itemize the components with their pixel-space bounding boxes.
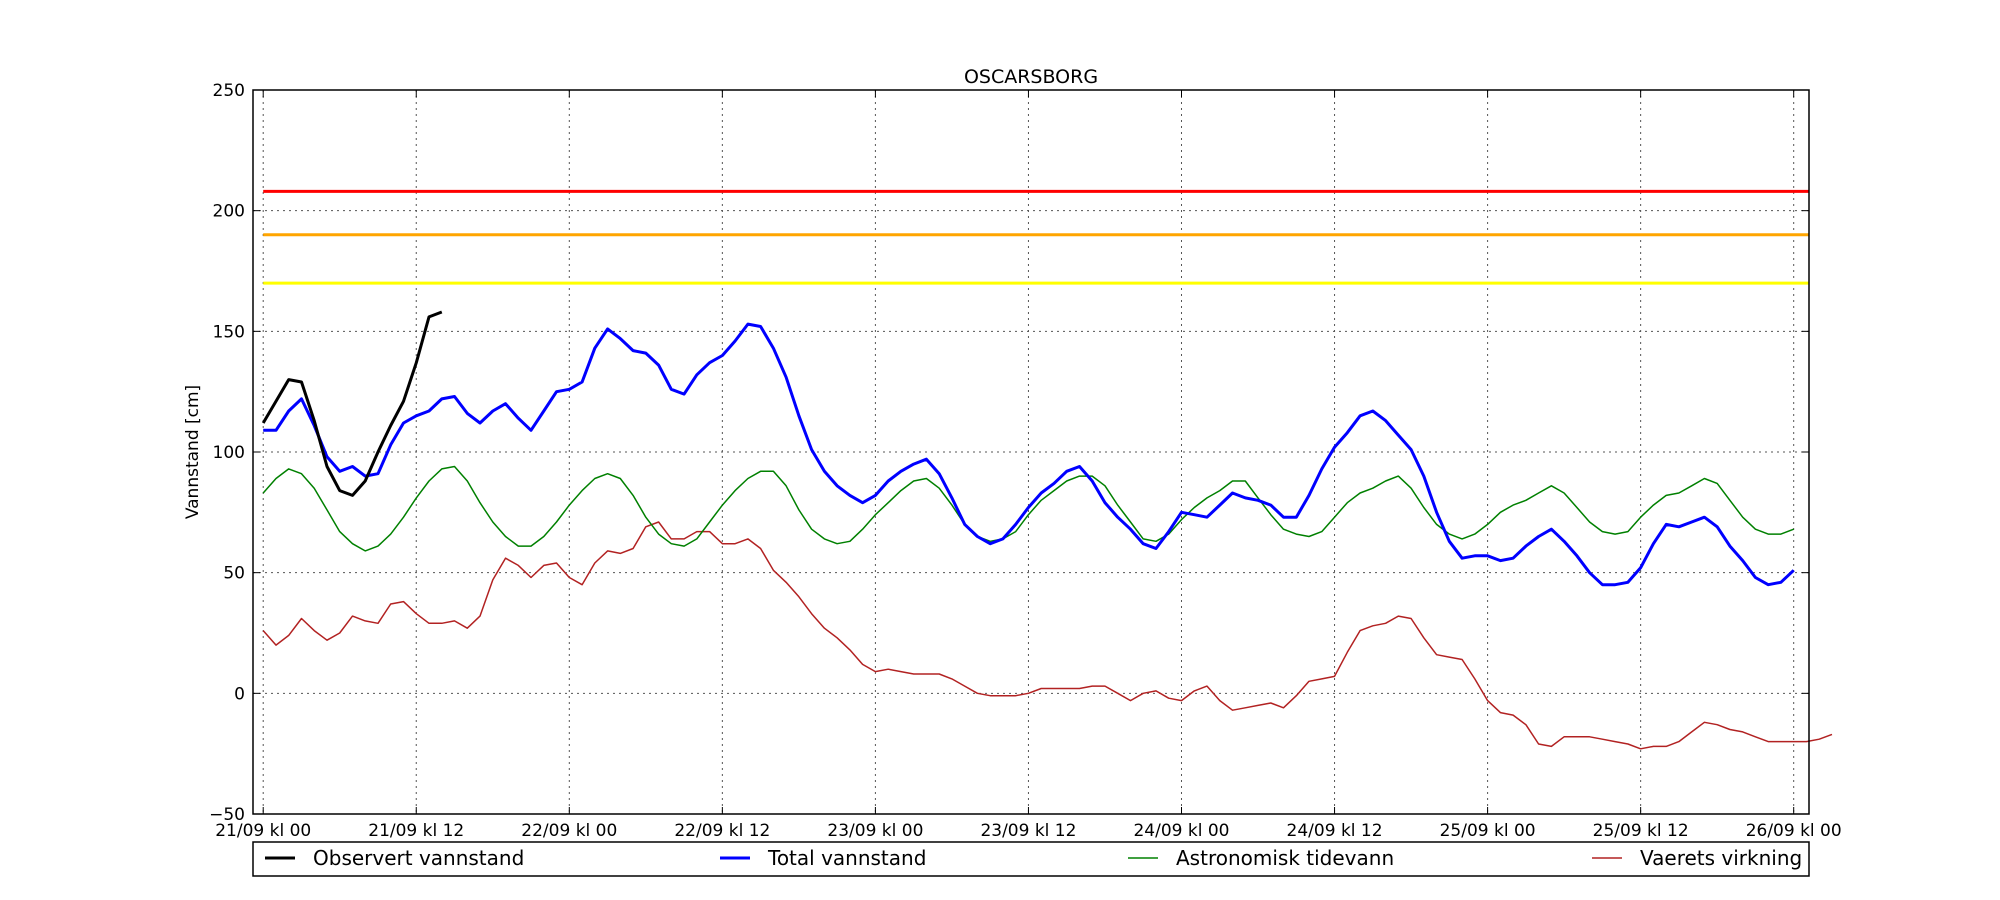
y-tick-label: 50 bbox=[223, 564, 245, 584]
series-line bbox=[262, 521, 1833, 750]
y-tick-label: 100 bbox=[213, 443, 245, 463]
legend: Observert vannstand Total vannstand Astron… bbox=[252, 841, 1810, 877]
x-tick-label: 23/09 kl 12 bbox=[980, 821, 1076, 841]
legend-label: Astronomisk tidevann bbox=[1176, 846, 1394, 870]
series-lines bbox=[261, 310, 1833, 750]
legend-label: Vaerets virkning bbox=[1640, 846, 1802, 870]
x-tick-label: 25/09 kl 00 bbox=[1440, 821, 1536, 841]
y-tick-label: −50 bbox=[209, 805, 245, 825]
y-tick-label: 0 bbox=[234, 684, 245, 704]
legend-frame bbox=[252, 841, 1810, 877]
x-tick-label: 25/09 kl 12 bbox=[1593, 821, 1689, 841]
legend-label: Observert vannstand bbox=[313, 846, 524, 870]
threshold-lines bbox=[263, 189, 1809, 285]
x-tick-label: 22/09 kl 00 bbox=[521, 821, 617, 841]
axis-ticks: 21/09 kl 00 21/09 kl 12 22/09 kl 00 22/09 k… bbox=[209, 81, 1842, 841]
series-line bbox=[262, 465, 1794, 552]
legend-label: Total vannstand bbox=[767, 846, 926, 870]
x-tick-label: 24/09 kl 12 bbox=[1287, 821, 1383, 841]
y-tick-label: 250 bbox=[213, 81, 245, 101]
series-line bbox=[261, 310, 443, 497]
x-tick-label: 24/09 kl 00 bbox=[1133, 821, 1229, 841]
x-tick-label: 22/09 kl 12 bbox=[674, 821, 770, 841]
y-tick-label: 200 bbox=[213, 202, 245, 222]
x-tick-label: 21/09 kl 00 bbox=[215, 821, 311, 841]
y-axis-label: Vannstand [cm] bbox=[183, 385, 203, 519]
grid-lines bbox=[253, 89, 1809, 815]
x-tick-label: 21/09 kl 12 bbox=[368, 821, 464, 841]
y-tick-label: 150 bbox=[213, 322, 245, 342]
chart-title: OSCARSBORG bbox=[964, 66, 1098, 88]
plot-frame bbox=[252, 89, 1810, 815]
x-tick-label: 23/09 kl 00 bbox=[827, 821, 923, 841]
series-line bbox=[263, 322, 1795, 587]
x-tick-label: 26/09 kl 00 bbox=[1746, 821, 1842, 841]
